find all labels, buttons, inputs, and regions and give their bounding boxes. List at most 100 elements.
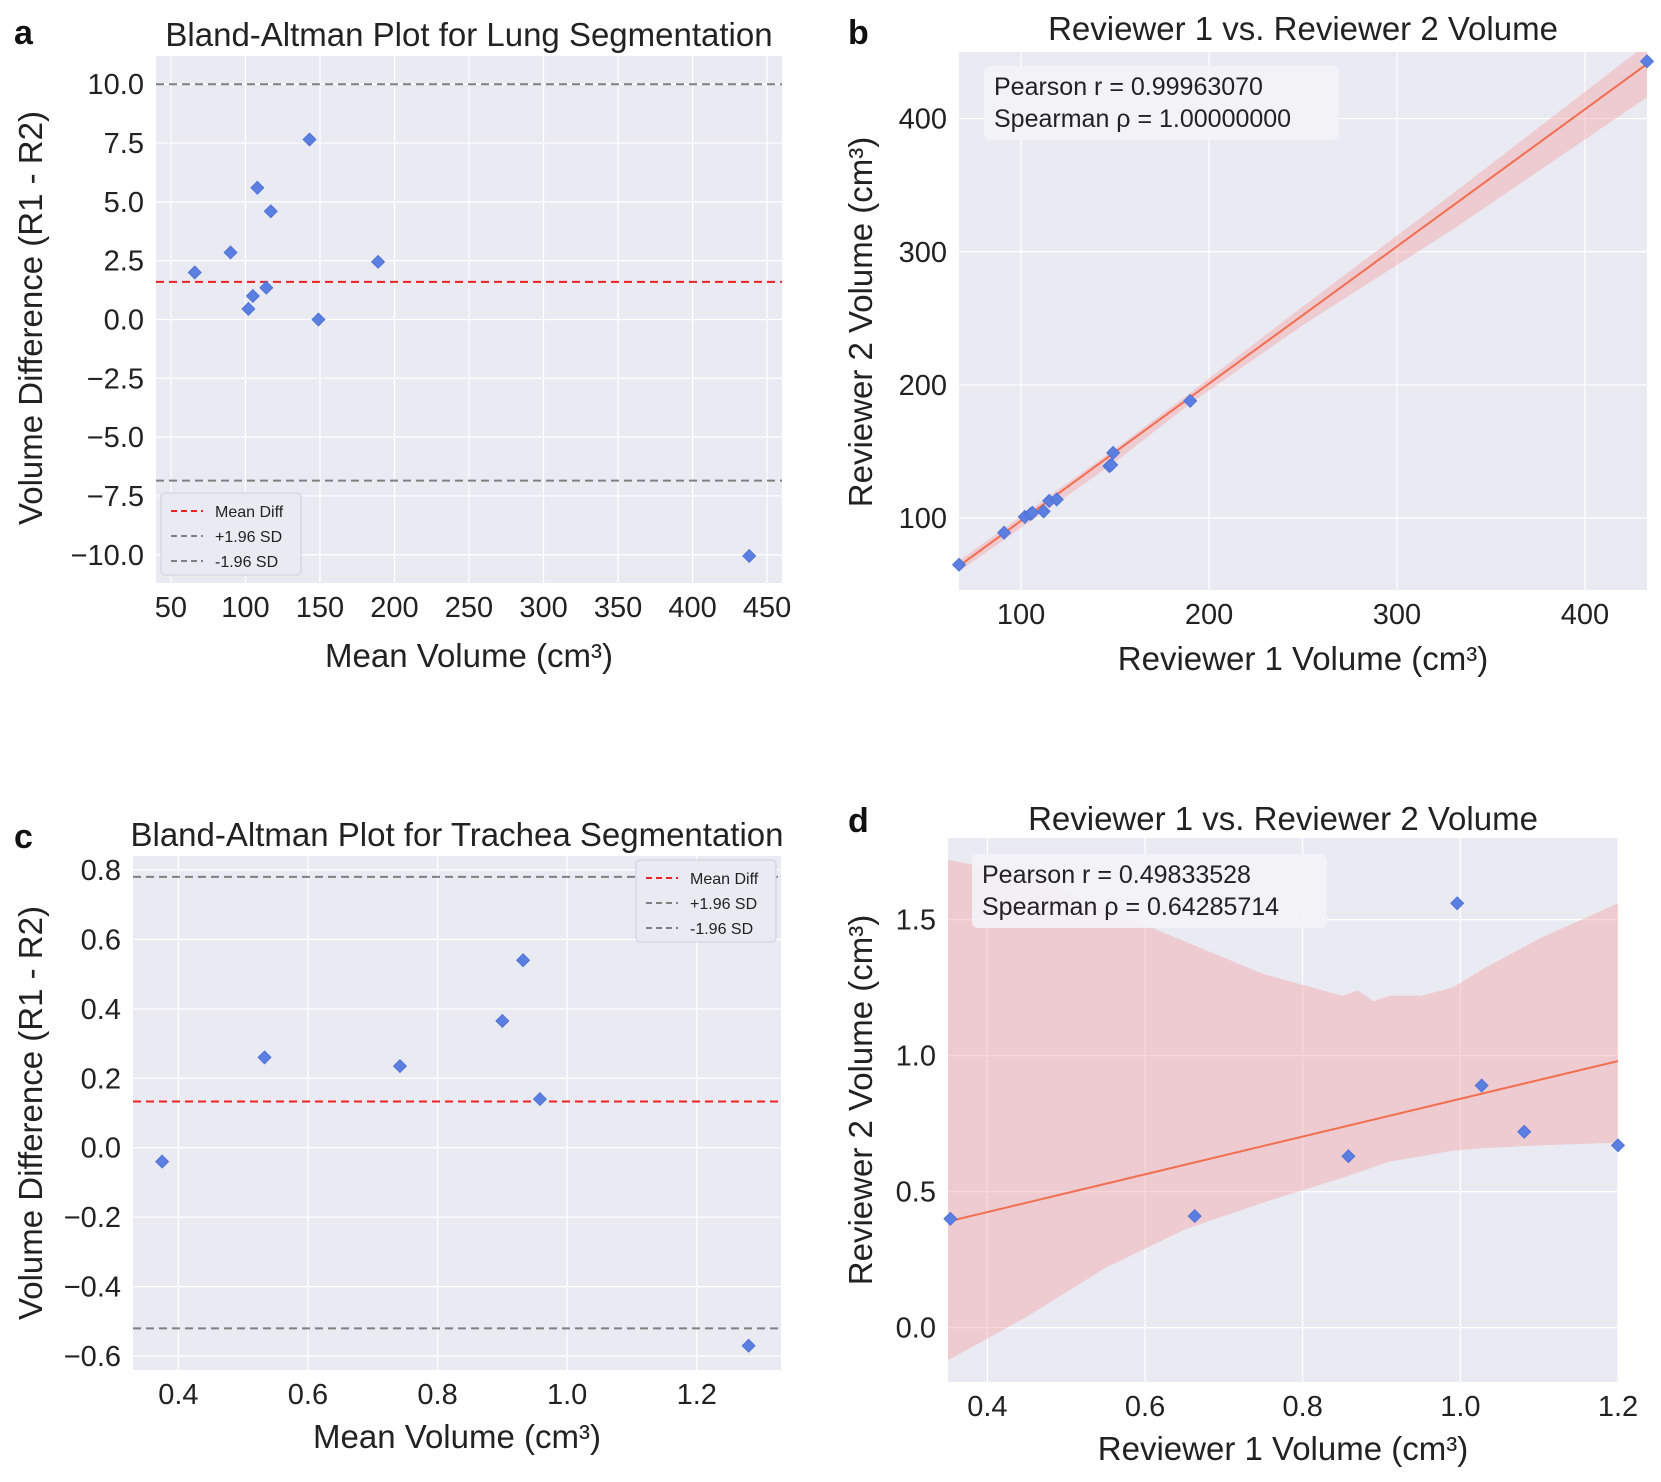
data-point: [495, 1013, 510, 1029]
stats-line: Pearson r = 0.49833528: [982, 861, 1251, 889]
panel-b: b 100 200 300 400 100 200 300 400 Pearson r = …: [842, 10, 1655, 677]
data-point: [1610, 1138, 1626, 1153]
confidence-band-d: [948, 859, 1618, 1361]
panel-c: c 0.4 0.6 0.8 1.0 1.2 −0.6−0.4−0.20.00.20.40…: [12, 816, 784, 1455]
data-point: [1183, 393, 1198, 408]
x-tick-label: 0.8: [1283, 1391, 1323, 1423]
y-tick-label: −0.6: [64, 1341, 121, 1373]
y-tick-label: 5.0: [104, 187, 144, 219]
y-tick-label: 100: [899, 503, 947, 535]
y-tick-label: 0.4: [81, 994, 121, 1026]
regression-line-b: [959, 63, 1647, 567]
data-point: [1049, 492, 1064, 507]
y-tick-label: 0.6: [81, 924, 121, 956]
y-tick-label: 200: [899, 370, 947, 402]
x-tick-label: 200: [1185, 599, 1233, 631]
x-ticks-d: 0.4 0.6 0.8 1.0 1.2: [967, 1391, 1638, 1423]
x-tick-label: 300: [1373, 599, 1421, 631]
y-tick-label: 0.0: [896, 1313, 936, 1345]
y-tick-label: 0.2: [81, 1063, 121, 1095]
data-point: [997, 525, 1012, 540]
plot-area-b: [959, 52, 1647, 590]
x-tick-label: 300: [519, 592, 567, 624]
x-tick-label: 0.6: [288, 1379, 328, 1411]
data-point: [371, 254, 386, 269]
x-tick-label: 1.0: [1440, 1391, 1480, 1423]
y-tick-label: 0.0: [81, 1133, 121, 1165]
x-ticks-a: 50 100 150 200 250 300 350 400 450: [155, 592, 792, 624]
x-tick-label: 50: [155, 592, 187, 624]
y-ticks-a: −10.0 −7.5 −5.0 −2.5 0.0 2.5 5.0 7.5 10.0: [71, 69, 144, 572]
stats-box: [972, 854, 1327, 928]
x-tick-label: 100: [997, 599, 1045, 631]
legend-a: Mean Diff +1.96 SD -1.96 SD: [160, 492, 302, 576]
y-tick-label: 7.5: [104, 128, 144, 160]
legend-label: -1.96 SD: [215, 554, 278, 571]
data-point: [250, 180, 265, 195]
data-points-d: [943, 896, 1626, 1226]
data-point: [259, 280, 274, 295]
x-axis-label-d: Reviewer 1 Volume (cm³): [1098, 1430, 1468, 1467]
data-point: [1025, 505, 1040, 520]
x-tick-label: 450: [743, 592, 791, 624]
y-tick-label: 0.8: [81, 855, 121, 887]
data-point: [257, 1050, 272, 1065]
x-tick-label: 400: [1561, 599, 1609, 631]
stats-line: Spearman ρ = 0.64285714: [982, 893, 1279, 921]
data-point: [311, 312, 326, 327]
x-tick-label: 200: [370, 592, 418, 624]
title-b: Reviewer 1 vs. Reviewer 2 Volume: [1048, 10, 1558, 47]
data-point: [741, 1338, 756, 1353]
data-point: [1341, 1149, 1356, 1164]
y-tick-label: −0.2: [64, 1202, 121, 1234]
x-tick-label: 400: [668, 592, 716, 624]
data-point: [943, 1211, 958, 1226]
legend-label: -1.96 SD: [690, 921, 753, 938]
y-tick-label: −5.0: [87, 422, 144, 454]
data-point: [1474, 1078, 1489, 1093]
data-point: [1450, 896, 1465, 911]
stats-box-d: Pearson r = 0.49833528 Spearman ρ = 0.642…: [972, 854, 1327, 928]
panel-a: a 50 100 150 200 250 300 350 400 450 −10.0 −7.5 −5…: [12, 14, 791, 674]
y-tick-label: −2.5: [87, 363, 144, 395]
y-tick-label: 400: [899, 104, 947, 136]
y-tick-label: 0.5: [896, 1177, 936, 1209]
data-point: [1517, 1124, 1532, 1139]
y-tick-label: 10.0: [88, 69, 144, 101]
y-ticks-c: −0.6 −0.4 −0.2 0.0 0.2 0.4 0.6 0.8: [64, 855, 121, 1373]
legend-label: Mean Diff: [690, 871, 759, 888]
title-d: Reviewer 1 vs. Reviewer 2 Volume: [1028, 800, 1538, 837]
data-point: [951, 557, 967, 572]
stats-box-b: Pearson r = 0.99963070 Spearman ρ = 1.000…: [984, 66, 1339, 140]
legend-label: +1.96 SD: [690, 896, 757, 913]
x-tick-label: 1.2: [1598, 1391, 1638, 1423]
x-tick-label: 0.4: [158, 1379, 198, 1411]
x-tick-label: 0.8: [417, 1379, 457, 1411]
y-tick-label: −10.0: [71, 540, 144, 572]
gridlines-a: [156, 56, 782, 583]
legend-box: [160, 492, 302, 576]
regression-line: [948, 1060, 1618, 1223]
stats-line: Pearson r = 0.99963070: [994, 73, 1263, 101]
y-tick-label: 0.0: [104, 305, 144, 337]
data-points-c: [155, 953, 756, 1353]
x-tick-label: 0.6: [1125, 1391, 1165, 1423]
title-c: Bland-Altman Plot for Trachea Segmentati…: [130, 816, 783, 853]
data-point: [302, 132, 317, 147]
gridlines-c: [133, 856, 781, 1370]
data-point: [187, 265, 202, 280]
stats-box: [984, 66, 1339, 140]
x-tick-label: 1.0: [547, 1379, 587, 1411]
data-point: [742, 548, 757, 564]
y-axis-label-d: Reviewer 2 Volume (cm³): [842, 915, 879, 1285]
data-point: [1639, 54, 1655, 69]
x-ticks-b: 100 200 300 400: [997, 599, 1609, 631]
x-axis-label-b: Reviewer 1 Volume (cm³): [1118, 640, 1488, 677]
reference-lines-a: [156, 83, 782, 482]
x-ticks-c: 0.4 0.6 0.8 1.0 1.2: [158, 1379, 717, 1411]
x-axis-label-a: Mean Volume (cm³): [325, 637, 613, 674]
panel-label-c: c: [14, 818, 33, 856]
data-point: [1104, 457, 1119, 472]
legend-label: Mean Diff: [215, 504, 284, 521]
